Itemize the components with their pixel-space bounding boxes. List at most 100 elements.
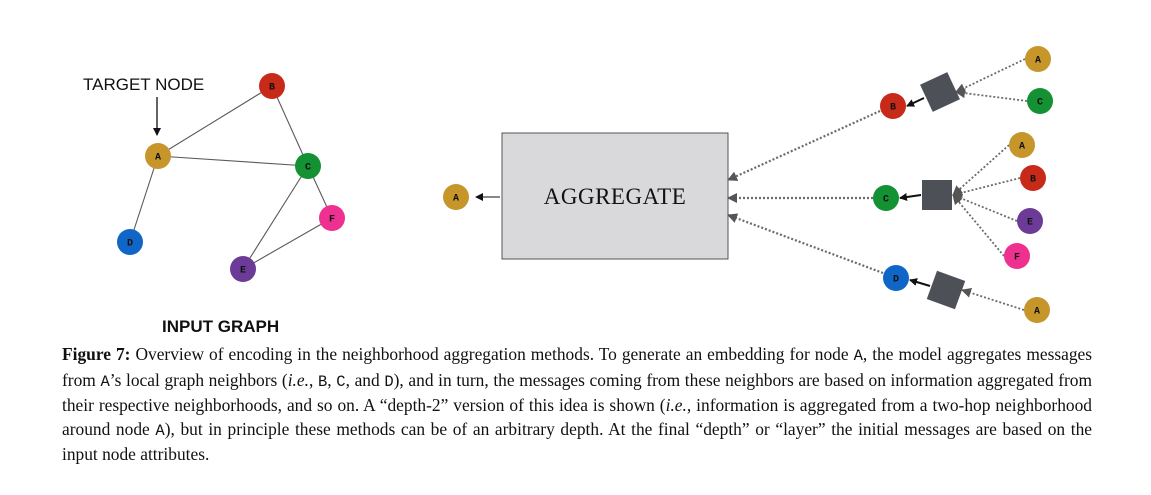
message-arrow-A-to-C	[952, 144, 1010, 196]
input-graph-edges	[129, 85, 333, 270]
second-hop-node-A: A	[1009, 132, 1035, 158]
square-arrow-C	[899, 193, 922, 201]
caption-ie-2: i.e.	[665, 395, 687, 415]
output-node: A	[443, 184, 469, 210]
input-graph-title: INPUT GRAPH	[162, 317, 279, 336]
computation-nodes: A C B A B E F C A D	[873, 46, 1053, 323]
caption-text-9: ), but in principle these methods can be…	[62, 418, 1093, 465]
caption-text-6: , and	[345, 369, 385, 390]
aggregator-square-D	[926, 270, 966, 310]
caption-node-a-2: A	[100, 372, 110, 391]
input-node-A: A	[145, 143, 171, 169]
message-arrow-D-to-aggregate	[727, 213, 884, 275]
square-arrow-D	[909, 278, 931, 287]
input-graph: TARGET NODE A B C D E F INPUT GRAPH	[83, 73, 345, 336]
caption-ie-1: i.e.	[287, 369, 309, 390]
node-letter: C	[883, 195, 889, 206]
second-hop-node-A: A	[1024, 297, 1050, 323]
graph-edge-AB	[157, 85, 273, 157]
node-letter: A	[1034, 307, 1040, 318]
caption-text-4: ,	[308, 369, 318, 390]
caption-figure-label: Figure 7:	[62, 344, 131, 364]
node-circle	[1004, 243, 1030, 269]
aggregator-square-C	[922, 180, 952, 210]
message-arrow-B-to-C	[952, 177, 1021, 198]
message-arrow-A-to-D	[961, 288, 1025, 311]
second-hop-node-E: E	[1017, 208, 1043, 234]
input-node-F: F	[319, 205, 345, 231]
message-arrow-F-to-C	[952, 194, 1005, 257]
aggregator-square-B	[920, 72, 960, 112]
node-letter: B	[269, 83, 275, 94]
second-hop-node-A: A	[1025, 46, 1051, 72]
target-node-label: TARGET NODE	[83, 75, 204, 94]
first-hop-node-C: C	[873, 185, 899, 211]
node-letter: A	[1019, 142, 1025, 153]
message-arrow-A-to-B	[955, 58, 1026, 93]
node-circle	[880, 93, 906, 119]
node-letter: E	[1027, 218, 1033, 229]
caption-text-1: Overview of encoding in the neighborhood…	[130, 344, 854, 364]
node-circle	[1025, 46, 1051, 72]
node-circle	[259, 73, 285, 99]
node-letter: F	[329, 215, 335, 226]
node-circle	[145, 143, 171, 169]
caption-node-c: C	[336, 372, 346, 391]
node-letter: A	[1035, 56, 1041, 67]
message-arrows	[727, 58, 1028, 311]
node-letter: B	[890, 103, 896, 114]
caption-text-7: ), and in turn, the messages coming from…	[62, 369, 1093, 416]
node-circle	[295, 153, 321, 179]
graph-edge-AD	[129, 155, 159, 243]
node-circle	[1024, 297, 1050, 323]
square-arrow-B	[906, 97, 925, 107]
node-letter: C	[1037, 98, 1043, 109]
node-letter: A	[453, 194, 459, 205]
first-hop-node-D: D	[883, 265, 909, 291]
node-letter: E	[240, 266, 246, 277]
first-hop-node-B: B	[880, 93, 906, 119]
caption-node-a-3: A	[155, 421, 165, 440]
input-node-E: E	[230, 256, 256, 282]
caption-text-5: ,	[327, 369, 337, 390]
second-hop-node-B: B	[1020, 165, 1046, 191]
aggregate-box	[501, 132, 729, 260]
message-arrow-C-to-B	[955, 88, 1028, 102]
node-letter: C	[305, 163, 311, 174]
figure-caption: Figure 7: Overview of encoding in the ne…	[62, 343, 1092, 467]
node-circle	[1009, 132, 1035, 158]
node-letter: D	[893, 275, 899, 286]
aggregate-label: AGGREGATE	[544, 184, 687, 209]
node-letter: F	[1014, 253, 1020, 264]
input-graph-nodes: A B C D E F	[117, 73, 345, 282]
caption-node-b: B	[317, 372, 328, 391]
figure-diagram: TARGET NODE A B C D E F INPUT GRAPH A AGGREGA…	[83, 46, 1053, 336]
node-letter: B	[1030, 175, 1036, 186]
caption-node-d: D	[384, 372, 394, 391]
node-circle	[873, 185, 899, 211]
node-circle	[1017, 208, 1043, 234]
graph-edge-BC	[271, 85, 309, 167]
node-circle	[883, 265, 909, 291]
node-circle	[1027, 88, 1053, 114]
message-arrow-E-to-C	[952, 193, 1018, 222]
node-circle	[230, 256, 256, 282]
message-arrow-B-to-aggregate	[727, 109, 881, 182]
node-circle	[1020, 165, 1046, 191]
graph-edge-AC	[157, 155, 309, 167]
caption-text-8: , information is aggregated from a two-h…	[62, 395, 1092, 439]
node-circle	[443, 184, 469, 210]
computation-graph: A AGGREGATE A C B A B E F C A D	[443, 46, 1053, 323]
input-node-B: B	[259, 73, 285, 99]
second-hop-node-F: F	[1004, 243, 1030, 269]
output-node-A: A	[443, 184, 469, 210]
graph-edge-EF	[242, 217, 333, 270]
input-node-D: D	[117, 229, 143, 255]
input-node-C: C	[295, 153, 321, 179]
graph-edge-CE	[242, 165, 309, 270]
node-circle	[319, 205, 345, 231]
second-hop-node-C: C	[1027, 88, 1053, 114]
caption-node-a-1: A	[853, 347, 863, 365]
node-circle	[117, 229, 143, 255]
caption-text-2: , the model aggregates messages from	[62, 344, 1093, 390]
